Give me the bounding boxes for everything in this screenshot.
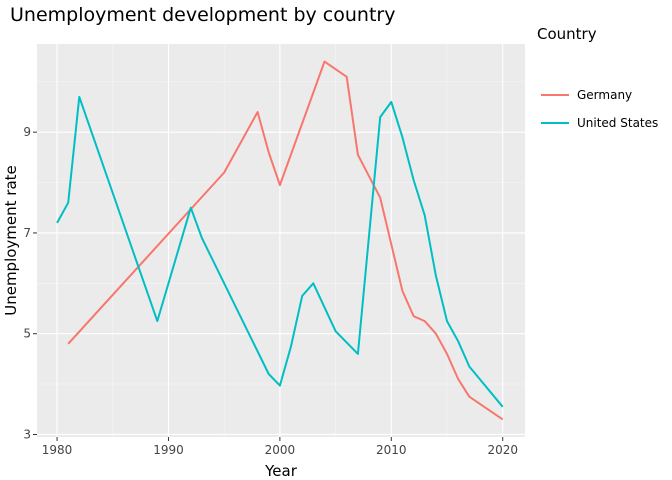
x-tick-label: 1990 [153,443,184,457]
x-axis-label: Year [264,462,298,480]
x-tick-label: 2020 [487,443,518,457]
x-tick-label: 1980 [42,443,73,457]
chart-title: Unemployment development by country [10,4,396,26]
x-tick-label: 2000 [265,443,296,457]
legend-swatch [541,94,569,96]
legend-item-germany[interactable]: Germany [541,86,632,104]
legend-label: Germany [577,88,633,102]
y-tick-label: 9 [23,125,31,139]
plot-panel [37,44,525,437]
legend-swatch [541,122,569,124]
y-tick-label: 7 [23,226,31,240]
y-tick-label: 3 [23,427,31,441]
legend-title: Country [537,25,597,43]
series-line-united-states [56,95,504,408]
y-axis-label: Unemployment rate [2,165,20,316]
x-tick-label: 2010 [376,443,407,457]
legend-label: United States [577,116,659,130]
y-tick-label: 5 [23,327,31,341]
series-line-germany [67,60,504,421]
legend-item-united-states[interactable]: United States [541,114,658,132]
